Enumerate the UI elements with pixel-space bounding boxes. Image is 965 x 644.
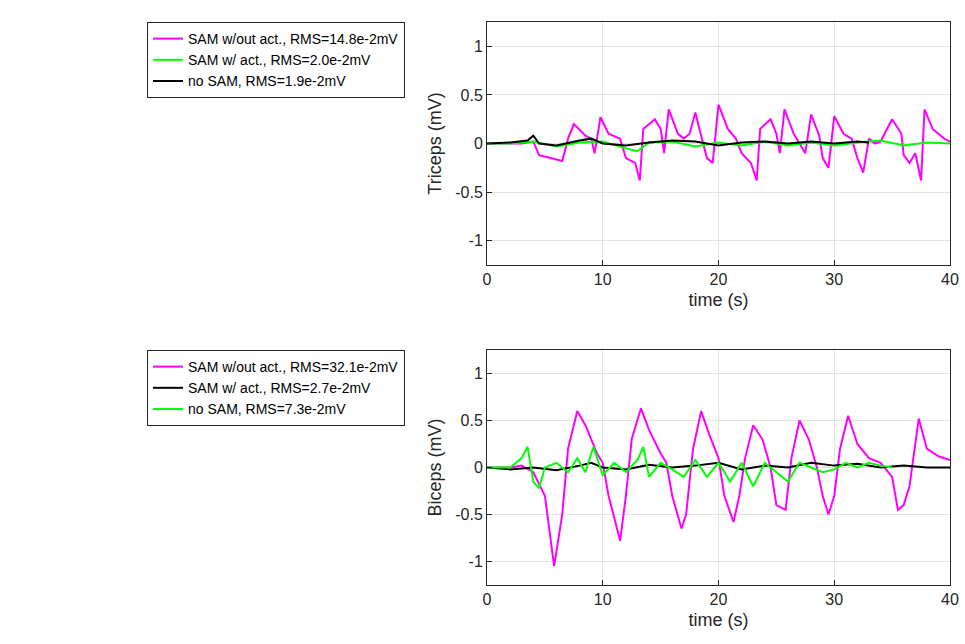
svg-text:Triceps (mV): Triceps (mV)	[425, 92, 445, 194]
svg-text:no SAM, RMS=7.3e-2mV: no SAM, RMS=7.3e-2mV	[188, 401, 346, 417]
svg-text:20: 20	[710, 271, 728, 288]
svg-text:30: 30	[825, 271, 843, 288]
svg-text:0.5: 0.5	[461, 87, 483, 104]
svg-text:1: 1	[474, 38, 483, 55]
svg-text:20: 20	[710, 591, 728, 608]
svg-text:SAM w/ act., RMS=2.7e-2mV: SAM w/ act., RMS=2.7e-2mV	[188, 380, 371, 396]
svg-text:0: 0	[474, 459, 483, 476]
svg-text:10: 10	[594, 271, 612, 288]
svg-text:time (s): time (s)	[689, 290, 749, 310]
svg-text:0: 0	[483, 591, 492, 608]
svg-text:10: 10	[594, 591, 612, 608]
svg-text:-0.5: -0.5	[455, 506, 483, 523]
svg-text:SAM w/out act., RMS=14.8e-2mV: SAM w/out act., RMS=14.8e-2mV	[188, 31, 398, 47]
svg-text:SAM w/out act., RMS=32.1e-2mV: SAM w/out act., RMS=32.1e-2mV	[188, 359, 398, 375]
svg-text:Biceps (mV): Biceps (mV)	[425, 418, 445, 516]
svg-text:1: 1	[474, 365, 483, 382]
svg-text:time (s): time (s)	[689, 610, 749, 630]
svg-text:30: 30	[825, 591, 843, 608]
svg-text:0: 0	[483, 271, 492, 288]
svg-text:-0.5: -0.5	[455, 184, 483, 201]
svg-text:no SAM, RMS=1.9e-2mV: no SAM, RMS=1.9e-2mV	[188, 73, 346, 89]
svg-text:0: 0	[474, 135, 483, 152]
svg-text:-1: -1	[469, 553, 483, 570]
svg-text:40: 40	[941, 271, 959, 288]
svg-text:-1: -1	[469, 232, 483, 249]
svg-text:SAM w/ act., RMS=2.0e-2mV: SAM w/ act., RMS=2.0e-2mV	[188, 52, 371, 68]
svg-text:40: 40	[941, 591, 959, 608]
svg-text:0.5: 0.5	[461, 412, 483, 429]
